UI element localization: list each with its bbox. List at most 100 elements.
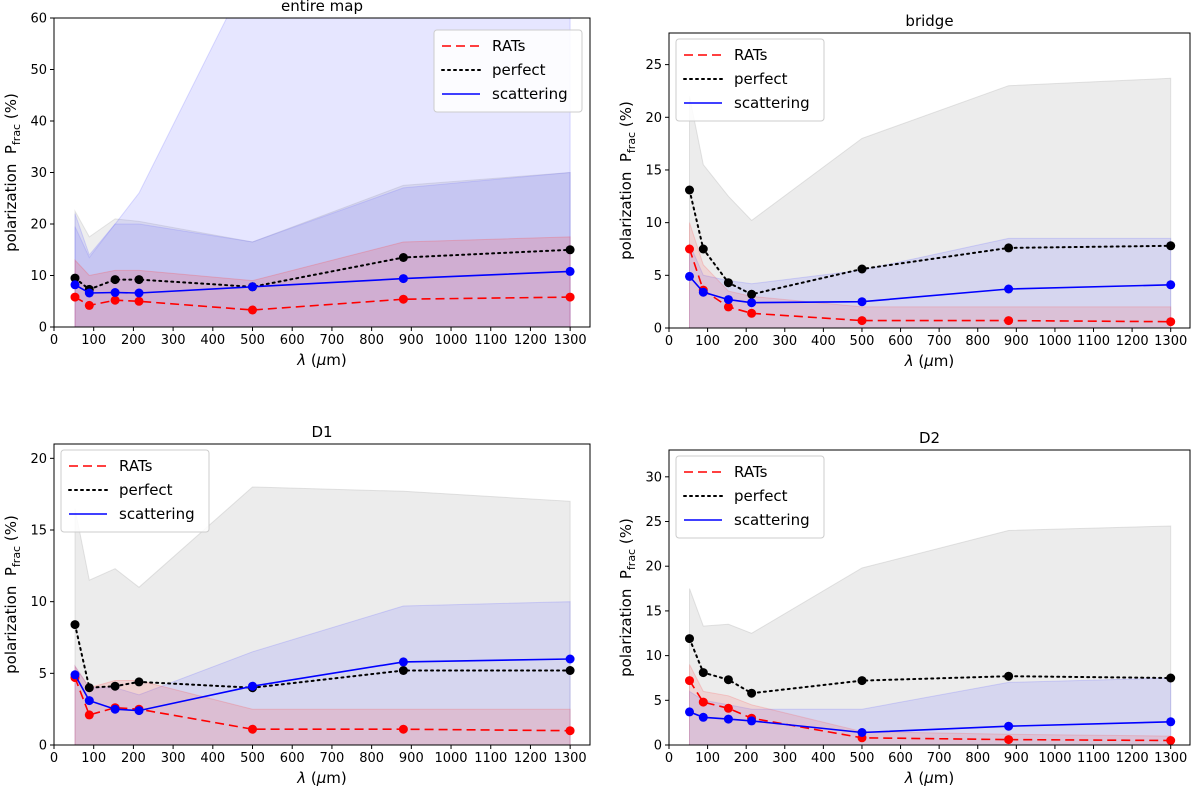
data-point-scattering-2	[110, 288, 120, 297]
bands	[689, 77, 1172, 328]
series-perfect	[70, 620, 575, 693]
x-tick-label: 300	[161, 751, 186, 766]
y-tick-label: 0	[654, 739, 662, 754]
series-scattering	[685, 707, 1176, 737]
x-tick-label: 200	[734, 334, 759, 349]
x-tick-label: 1200	[514, 333, 547, 348]
plot-frame	[668, 449, 1191, 746]
x-tick-label: 1000	[1038, 751, 1071, 766]
y-axis-label: polarization Pfrac (%)	[2, 515, 23, 674]
x-tick-label: 100	[81, 751, 106, 766]
data-point-scattering-1	[698, 287, 708, 297]
legend-label-perfect: perfect	[492, 61, 546, 79]
legend-label-scattering: scattering	[492, 85, 568, 103]
x-tick-label: 800	[965, 334, 990, 349]
data-point-rats-4	[248, 724, 257, 734]
panel-bridge: 0 100 200 300 400 500 600 700 800 900 1000 1100 1200…	[617, 12, 1191, 370]
x-tick-label: 100	[695, 334, 720, 349]
data-point-rats-2	[110, 295, 120, 305]
series-scattering	[685, 271, 1176, 308]
legend: RATs perfect scattering	[675, 455, 825, 539]
series-perfect	[685, 634, 1176, 698]
legend-label-rats: RATs	[492, 37, 526, 55]
data-point-perfect-2	[110, 275, 120, 285]
legend: RATs perfect scattering	[433, 29, 583, 113]
y-tick-label: 20	[30, 218, 47, 233]
x-tick-label: 100	[695, 751, 720, 766]
legend-label-rats: RATs	[734, 46, 768, 64]
data-point-rats-4	[857, 316, 867, 326]
x-tick-label: 0	[50, 333, 58, 348]
x-tick-label: 600	[280, 751, 305, 766]
data-point-scattering-3	[134, 288, 144, 298]
x-axis-label: λ (μm)	[296, 769, 347, 787]
chart-title: bridge	[905, 12, 953, 30]
series-scattering	[70, 266, 575, 298]
data-point-scattering-6	[1166, 280, 1176, 290]
x-tick-label: 900	[399, 751, 424, 766]
legend-label-scattering: scattering	[734, 94, 810, 112]
plot-frame	[53, 443, 591, 746]
data-point-perfect-5	[398, 253, 408, 262]
data-point-perfect-5	[1004, 243, 1014, 253]
legend: RATs perfect scattering	[60, 449, 210, 533]
x-tick-label: 700	[927, 334, 952, 349]
x-tick-label: 1300	[1154, 751, 1187, 766]
data-point-perfect-5	[398, 666, 408, 675]
panel-d1: 0 100 200 300 400 500 600 700 800 900 1000 1100 1200…	[2, 423, 591, 787]
data-point-rats-0	[685, 244, 694, 254]
data-point-perfect-4	[857, 676, 867, 686]
data-point-scattering-4	[857, 297, 867, 307]
data-point-perfect-0	[685, 185, 694, 195]
x-tick-label: 1100	[1077, 751, 1110, 766]
x-tick-label: 1200	[1116, 751, 1149, 766]
data-point-rats-6	[1166, 317, 1176, 327]
uncertainty-band-3	[74, 236, 571, 327]
data-point-perfect-3	[134, 275, 144, 285]
data-point-perfect-1	[84, 683, 94, 693]
x-tick-label: 1100	[1077, 334, 1110, 349]
uncertainty-band-0	[74, 171, 571, 327]
data-point-perfect-6	[565, 666, 575, 675]
data-point-rats-5	[1004, 316, 1014, 326]
data-point-perfect-0	[70, 620, 80, 630]
data-point-rats-1	[84, 710, 94, 720]
uncertainty-band-0	[689, 525, 1172, 745]
uncertainty-band-1	[689, 677, 1172, 745]
data-point-rats-0	[685, 676, 694, 686]
data-point-perfect-1	[698, 668, 708, 678]
x-tick-label: 400	[200, 333, 225, 348]
data-point-scattering-1	[698, 712, 708, 722]
y-tick-label: 10	[645, 649, 662, 664]
data-point-perfect-3	[747, 289, 757, 299]
y-tick-label: 15	[645, 604, 662, 619]
panel-entire-map: 0 100 200 300 400 500 600 700 800 900 1000 1100 1200…	[2, 0, 591, 369]
data-point-perfect-6	[1166, 241, 1176, 251]
data-point-rats-5	[1004, 735, 1014, 745]
y-tick-label: 60	[30, 12, 47, 27]
data-point-scattering-5	[398, 657, 408, 667]
chart-title: D1	[311, 423, 332, 441]
series-perfect	[685, 185, 1176, 299]
uncertainty-band-2	[74, 664, 571, 745]
y-tick-label: 20	[30, 452, 47, 467]
x-tick-label: 1300	[554, 333, 587, 348]
chart-title: entire map	[281, 0, 363, 15]
y-tick-label: 0	[39, 321, 47, 336]
series-scattering	[70, 654, 575, 716]
x-tick-label: 0	[50, 751, 58, 766]
data-point-perfect-3	[134, 677, 144, 687]
data-point-scattering-6	[565, 654, 575, 664]
x-tick-label: 900	[1004, 751, 1029, 766]
data-point-rats-5	[398, 724, 408, 734]
x-tick-label: 400	[200, 751, 225, 766]
data-point-rats-0	[70, 292, 80, 302]
x-tick-label: 1300	[554, 751, 587, 766]
data-point-scattering-3	[747, 298, 757, 308]
x-tick-label: 200	[121, 751, 146, 766]
y-tick-label: 15	[30, 524, 47, 539]
data-point-perfect-1	[698, 244, 708, 254]
x-tick-label: 500	[850, 334, 875, 349]
y-tick-label: 20	[645, 111, 662, 126]
legend-label-perfect: perfect	[119, 481, 173, 499]
